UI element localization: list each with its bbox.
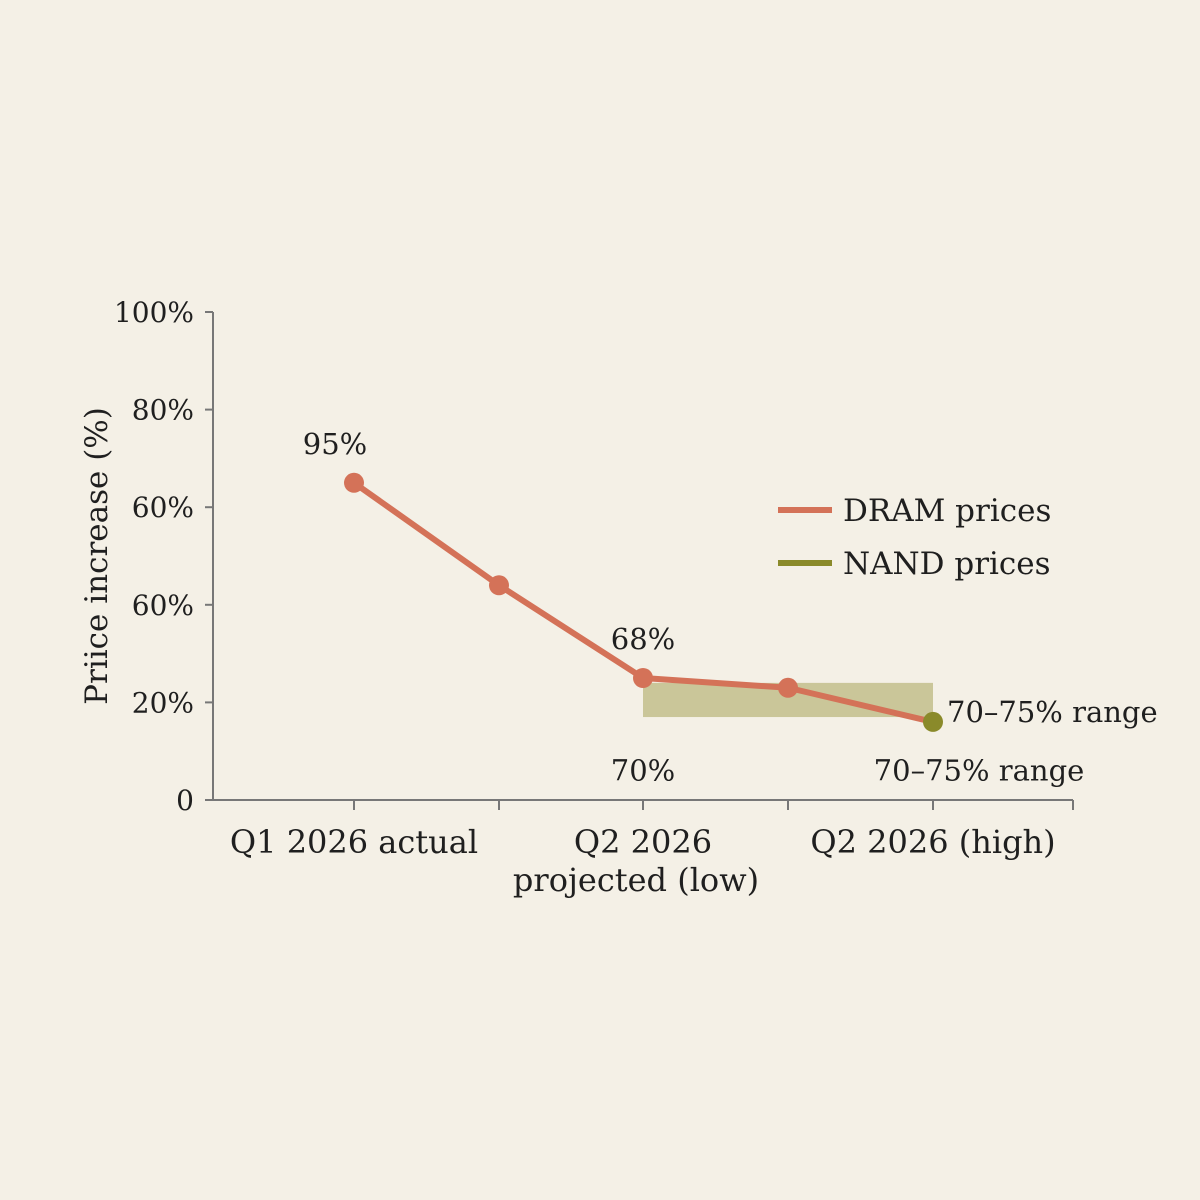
x-category-label: Q2 2026 (high): [810, 823, 1055, 861]
y-tick-label: 60%: [132, 589, 194, 622]
legend-label-dram: DRAM prices: [843, 493, 1051, 529]
dram-data-point: [344, 472, 364, 493]
y-tick-label: 0: [176, 784, 194, 817]
y-tick-label: 80%: [132, 394, 194, 427]
y-axis-ticks: 0 20% 60% 60% 80% 100%: [114, 296, 213, 817]
series-layer: [344, 472, 943, 732]
y-tick-label: 100%: [114, 296, 194, 329]
data-annotation: 70–75% range: [947, 695, 1158, 729]
data-annotation: 70–75% range: [874, 754, 1085, 788]
annotation-layer: 95% 68% 70% 70–75% range 70–75% range: [303, 427, 1158, 788]
x-category-label: Q2 2026 projected (low): [513, 823, 759, 899]
legend-label-nand: NAND prices: [843, 546, 1051, 582]
nand-data-point: [923, 711, 943, 732]
x-category-label: Q1 2026 actual: [230, 823, 478, 861]
dram-data-point: [489, 575, 509, 596]
x-axis-ticks: Q1 2026 actual Q2 2026 projected (low) Q2 2…: [230, 800, 1074, 899]
dram-data-point: [633, 668, 653, 688]
y-axis-title: Priice increase (%): [79, 407, 115, 705]
data-annotation: 95%: [303, 427, 367, 461]
dram-data-point: [778, 677, 798, 698]
y-tick-label: 60%: [132, 491, 194, 524]
legend: DRAM prices NAND prices: [778, 493, 1051, 582]
data-annotation: 68%: [611, 622, 675, 656]
axes: [205, 312, 1073, 801]
y-tick-label: 20%: [132, 686, 194, 719]
data-annotation: 70%: [611, 754, 675, 788]
